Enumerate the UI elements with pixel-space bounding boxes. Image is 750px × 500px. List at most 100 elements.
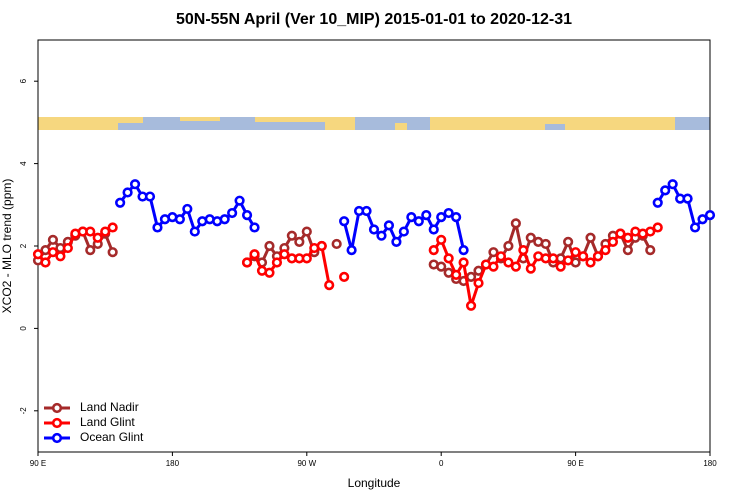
point: [488, 261, 499, 272]
point: [577, 251, 589, 262]
point: [279, 249, 290, 260]
point: [227, 207, 238, 219]
point: [682, 193, 693, 204]
point: [622, 232, 633, 243]
point: [294, 236, 305, 247]
point: [622, 245, 633, 256]
point: [398, 226, 409, 237]
point: [697, 214, 708, 225]
point: [413, 216, 424, 227]
chart-title: 50N-55N April (Ver 10_MIP) 2015-01-01 to…: [176, 11, 572, 28]
point: [174, 214, 185, 225]
point: [503, 257, 514, 268]
y-tick-label: 6: [19, 78, 28, 83]
point: [361, 205, 372, 217]
point: [383, 220, 395, 231]
point: [451, 269, 462, 280]
point: [503, 240, 514, 252]
point: [652, 197, 663, 208]
point: [316, 240, 327, 252]
point: [585, 257, 596, 268]
point: [585, 232, 596, 243]
legend-label: Land Glint: [80, 415, 135, 429]
point: [563, 236, 574, 247]
point: [652, 222, 663, 233]
point: [451, 212, 462, 223]
point: [391, 236, 402, 247]
point: [540, 238, 551, 250]
point: [443, 253, 454, 264]
x-tick-label: 0: [439, 459, 444, 468]
legend-marker: [51, 417, 63, 429]
point: [465, 300, 477, 311]
legend-label: Land Nadir: [80, 400, 139, 414]
point: [689, 222, 701, 233]
point: [592, 251, 604, 262]
point: [107, 222, 118, 233]
point: [47, 247, 59, 258]
point: [525, 232, 536, 243]
point: [301, 226, 312, 237]
point: [339, 216, 350, 227]
point: [286, 230, 297, 241]
point: [510, 261, 521, 272]
point: [241, 210, 253, 221]
point: [55, 251, 66, 262]
point: [607, 236, 619, 247]
point: [458, 257, 469, 268]
point: [219, 214, 230, 225]
x-tick-label: 180: [166, 459, 180, 468]
point: [421, 210, 432, 221]
point: [518, 245, 529, 256]
legend-marker: [51, 432, 63, 444]
point: [152, 222, 163, 233]
point: [600, 245, 611, 256]
point: [495, 251, 507, 262]
point: [331, 238, 342, 250]
point: [85, 226, 96, 237]
point: [406, 212, 417, 223]
point: [376, 230, 387, 241]
point: [548, 253, 559, 264]
point: [47, 234, 59, 245]
point: [667, 179, 678, 190]
point: [704, 210, 716, 221]
point: [182, 203, 193, 215]
point: [264, 240, 275, 252]
point: [92, 232, 103, 243]
point: [234, 195, 245, 206]
point: [85, 245, 96, 256]
point: [465, 271, 477, 283]
point: [32, 249, 44, 260]
map-strip: [38, 117, 710, 130]
point: [107, 247, 118, 258]
point: [62, 242, 73, 254]
point: [241, 257, 253, 268]
point: [555, 261, 566, 272]
point: [264, 267, 275, 278]
x-tick-label: 90 W: [297, 459, 316, 468]
point: [346, 245, 357, 256]
point: [510, 218, 521, 229]
point: [428, 224, 439, 235]
point: [525, 263, 536, 274]
point: [428, 245, 439, 256]
point: [570, 247, 581, 258]
point: [660, 185, 671, 196]
point: [249, 222, 260, 233]
x-tick-label: 90 E: [30, 459, 46, 468]
point: [249, 249, 260, 260]
y-tick-label: 0: [19, 326, 28, 331]
x-tick-label: 90 E: [567, 459, 583, 468]
point: [115, 197, 126, 208]
point: [563, 255, 574, 266]
point: [189, 226, 200, 237]
point: [368, 224, 380, 235]
point: [436, 212, 447, 223]
point: [458, 245, 469, 256]
point: [324, 280, 335, 291]
point: [339, 271, 350, 283]
point: [436, 261, 447, 272]
x-axis-label: Longitude: [348, 476, 401, 490]
